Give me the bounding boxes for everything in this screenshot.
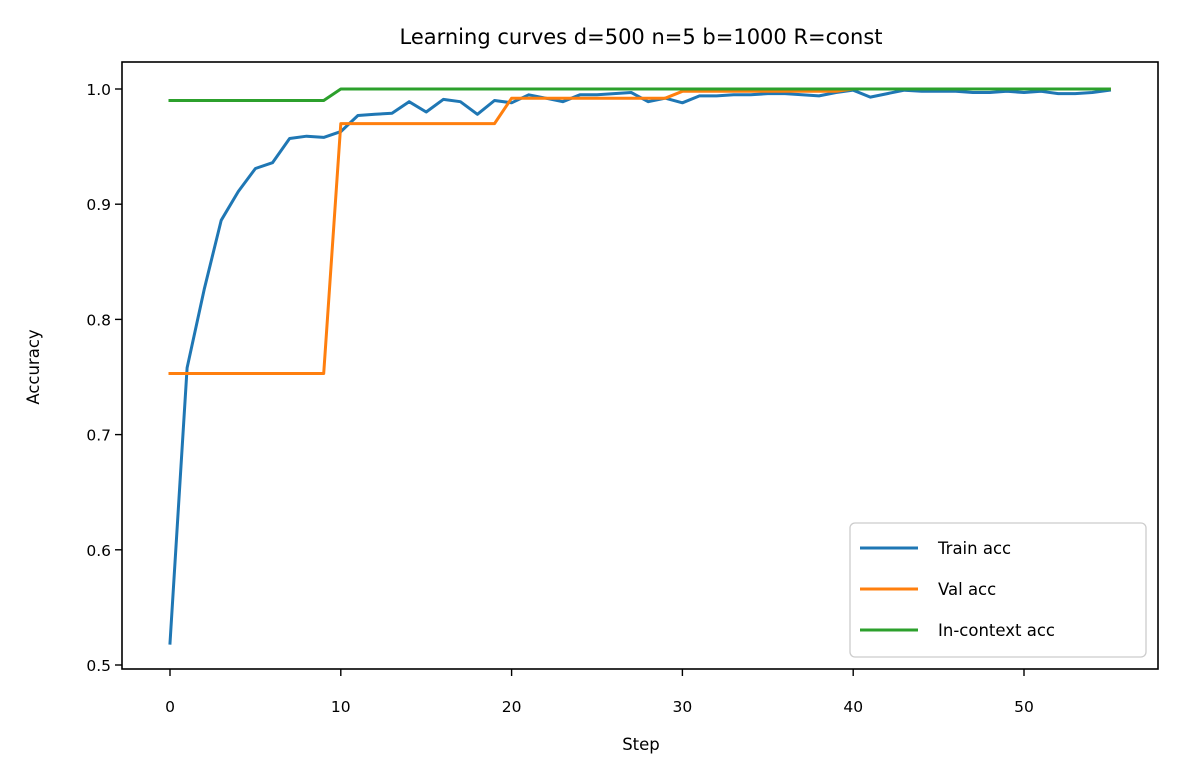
y-axis-ticks: 0.5 0.6 0.7 0.8 0.9 1.0 — [86, 81, 122, 675]
x-axis-ticks: 0 10 20 30 40 50 — [165, 669, 1034, 716]
y-tick-label: 0.8 — [86, 311, 111, 329]
x-tick-label: 10 — [331, 698, 351, 716]
series-line-in-context-acc — [168, 87, 1111, 102]
x-tick-label: 30 — [673, 698, 693, 716]
legend: Train acc Val acc In-context acc — [849, 522, 1147, 658]
series-layer — [168, 87, 1112, 645]
legend-frame — [849, 522, 1147, 658]
x-tick-label: 40 — [843, 698, 863, 716]
chart-title: Learning curves d=500 n=5 b=1000 R=const — [399, 25, 882, 49]
x-axis-label: Step — [622, 735, 660, 754]
legend-label: Val acc — [938, 580, 996, 599]
legend-label: In-context acc — [938, 621, 1055, 640]
plot-frame — [121, 61, 1159, 670]
y-tick-label: 0.9 — [86, 196, 111, 214]
x-tick-label: 50 — [1014, 698, 1034, 716]
y-tick-label: 0.6 — [86, 542, 111, 560]
x-tick-label: 20 — [502, 698, 522, 716]
y-tick-label: 1.0 — [86, 81, 111, 99]
y-tick-label: 0.5 — [86, 657, 111, 675]
legend-label: Train acc — [937, 539, 1011, 558]
y-axis-label: Accuracy — [24, 329, 43, 405]
x-tick-label: 0 — [165, 698, 175, 716]
y-tick-label: 0.7 — [86, 427, 111, 445]
